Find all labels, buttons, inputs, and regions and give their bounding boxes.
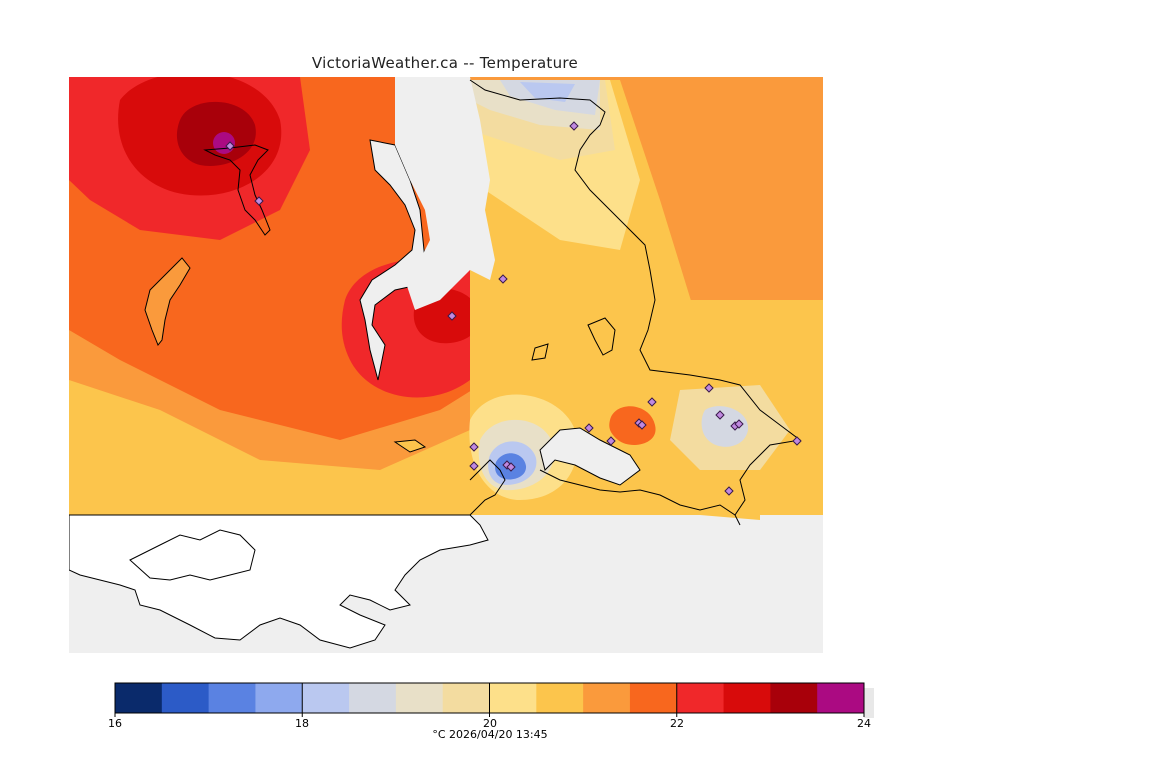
colorbar-tick-22: 22 (670, 717, 684, 730)
colorbar-bin (302, 683, 350, 713)
station-marker (704, 383, 714, 393)
temperature-field (69, 77, 823, 520)
saanich-inlet (359, 139, 429, 381)
colorbar-caption: °C 2026/04/20 13:45 (432, 728, 548, 741)
island-west (144, 257, 191, 346)
station-marker (724, 486, 734, 496)
colorbar-bin (770, 683, 818, 713)
station-marker (792, 436, 802, 446)
station-marker (225, 141, 235, 151)
station-marker (637, 420, 647, 430)
station-marker (647, 397, 657, 407)
colorbar-shadow (864, 688, 874, 718)
bay-area (539, 427, 641, 486)
colorbar-bin (395, 683, 444, 713)
strait-channel (395, 77, 495, 310)
colorbar-bin (208, 683, 256, 713)
colorbar-bin (349, 683, 397, 713)
station-marker (254, 196, 264, 206)
colorbar-bin (255, 683, 303, 713)
map-title: VictoriaWeather.ca -- Temperature (311, 54, 579, 72)
station-marker (498, 274, 508, 284)
southern-lake (129, 529, 256, 581)
colorbar-tick-24: 24 (857, 717, 871, 730)
colorbar-bin (817, 683, 865, 713)
station-marker (734, 419, 744, 429)
colorbar-tick-20: 20 (483, 717, 497, 730)
colorbar-bin (629, 683, 678, 713)
station-marker (715, 410, 725, 420)
station-marker (606, 436, 616, 446)
island-small-south (393, 439, 427, 453)
island-sidney (531, 343, 549, 361)
coastline (203, 79, 802, 526)
island-james (587, 317, 616, 356)
colorbar-bin (583, 683, 631, 713)
station-marker (506, 462, 516, 472)
station-marker (469, 461, 479, 471)
station-markers (225, 121, 802, 496)
colorbar-bin (489, 683, 537, 713)
colorbar-bin (442, 683, 490, 713)
station-marker (469, 442, 479, 452)
station-marker (584, 423, 594, 433)
colorbar-bin (161, 683, 210, 713)
station-marker (569, 121, 579, 131)
station-marker (447, 311, 457, 321)
colorbar-tick-18: 18 (295, 717, 309, 730)
colorbar-bin (536, 683, 584, 713)
colorbar-bin (115, 683, 163, 713)
colorbar-tick-16: 16 (108, 717, 122, 730)
colorbar-bin (676, 683, 725, 713)
colorbar-bin (723, 683, 771, 713)
